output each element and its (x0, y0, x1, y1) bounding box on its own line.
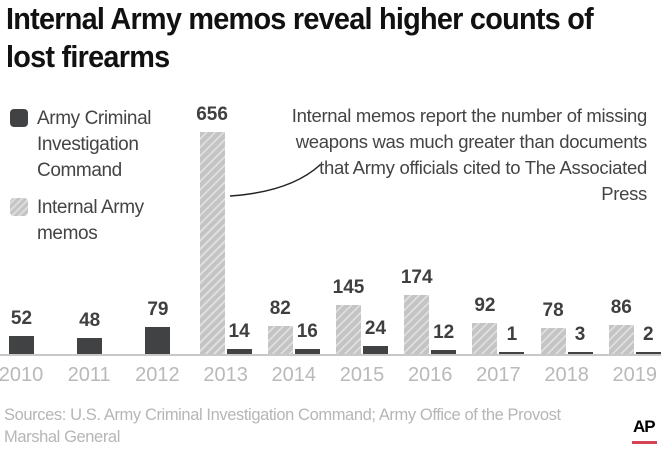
legend-label: Internal Army memos (37, 197, 144, 244)
bar-value-label: 656 (196, 104, 228, 125)
bar-value-label: 24 (364, 317, 387, 339)
bar-value-label: 14 (228, 321, 250, 343)
bar-value-label: 2 (643, 324, 654, 345)
x-axis-tick-label: 2015 (339, 364, 385, 386)
legend-label: Army Criminal Investigation Command (37, 108, 152, 181)
x-axis-tick-label: 2010 (0, 364, 44, 386)
x-axis-tick-label: 2017 (476, 364, 521, 386)
legend-swatch-hatched-icon (10, 198, 28, 216)
x-axis-tick-label: 2014 (271, 364, 317, 386)
legend-item-memos: Internal Army memos (10, 195, 177, 247)
legend-item-cid: Army Criminal Investigation Command (10, 106, 187, 184)
bar-value-label: 92 (474, 294, 496, 316)
bar-memos-2016 (404, 295, 430, 354)
bar-value-label: 12 (433, 321, 455, 343)
chart-title: Internal Army memos reveal higher counts… (6, 1, 594, 74)
x-axis-tick-label: 2019 (612, 364, 658, 386)
bar-cid-2011 (77, 337, 103, 354)
x-axis-tick-label: 2013 (203, 364, 248, 386)
bar-cid-2017 (499, 352, 525, 354)
bar-value-label: 48 (79, 309, 101, 331)
bar-cid-2019 (635, 352, 661, 354)
bar-value-label: 86 (610, 296, 632, 318)
bar-value-label: 52 (10, 308, 33, 330)
legend-swatch-solid-icon (10, 109, 28, 127)
bar-cid-2015 (363, 345, 388, 354)
bar-memos-2013 (199, 132, 225, 354)
bar-memos-2014 (267, 326, 293, 354)
bar-cid-2014 (294, 348, 320, 354)
source-note: Sources: U.S. Army Criminal Investigatio… (4, 406, 561, 446)
bar-value-label: 78 (542, 299, 564, 321)
bar-value-label: 16 (296, 320, 318, 342)
bar-cid-2012 (145, 327, 171, 354)
bar-memos-2017 (472, 322, 498, 354)
bar-value-label: 174 (400, 267, 433, 289)
bar-cid-2013 (226, 349, 252, 354)
bar-cid-2010 (9, 336, 34, 354)
bar-memos-2018 (540, 327, 566, 354)
ap-logo: AP (633, 417, 656, 436)
x-axis-baseline (0, 354, 661, 356)
bar-memos-2015 (336, 304, 361, 354)
bar-value-label: 79 (147, 299, 169, 321)
bar-value-label: 1 (506, 324, 518, 345)
bar-cid-2018 (567, 352, 593, 354)
bar-value-label: 145 (332, 276, 365, 298)
bar-value-label: 3 (574, 324, 586, 345)
chart-annotation: Internal memos report the number of miss… (291, 105, 648, 204)
bar-memos-2019 (608, 324, 634, 354)
x-axis-tick-label: 2012 (135, 364, 180, 386)
x-axis-tick-label: 2016 (407, 364, 453, 386)
x-axis-tick-label: 2018 (544, 364, 589, 386)
bar-cid-2016 (431, 349, 457, 354)
x-axis-tick-label: 2011 (67, 364, 111, 386)
ap-logo-underline (632, 441, 657, 444)
bar-value-label: 82 (269, 298, 291, 320)
